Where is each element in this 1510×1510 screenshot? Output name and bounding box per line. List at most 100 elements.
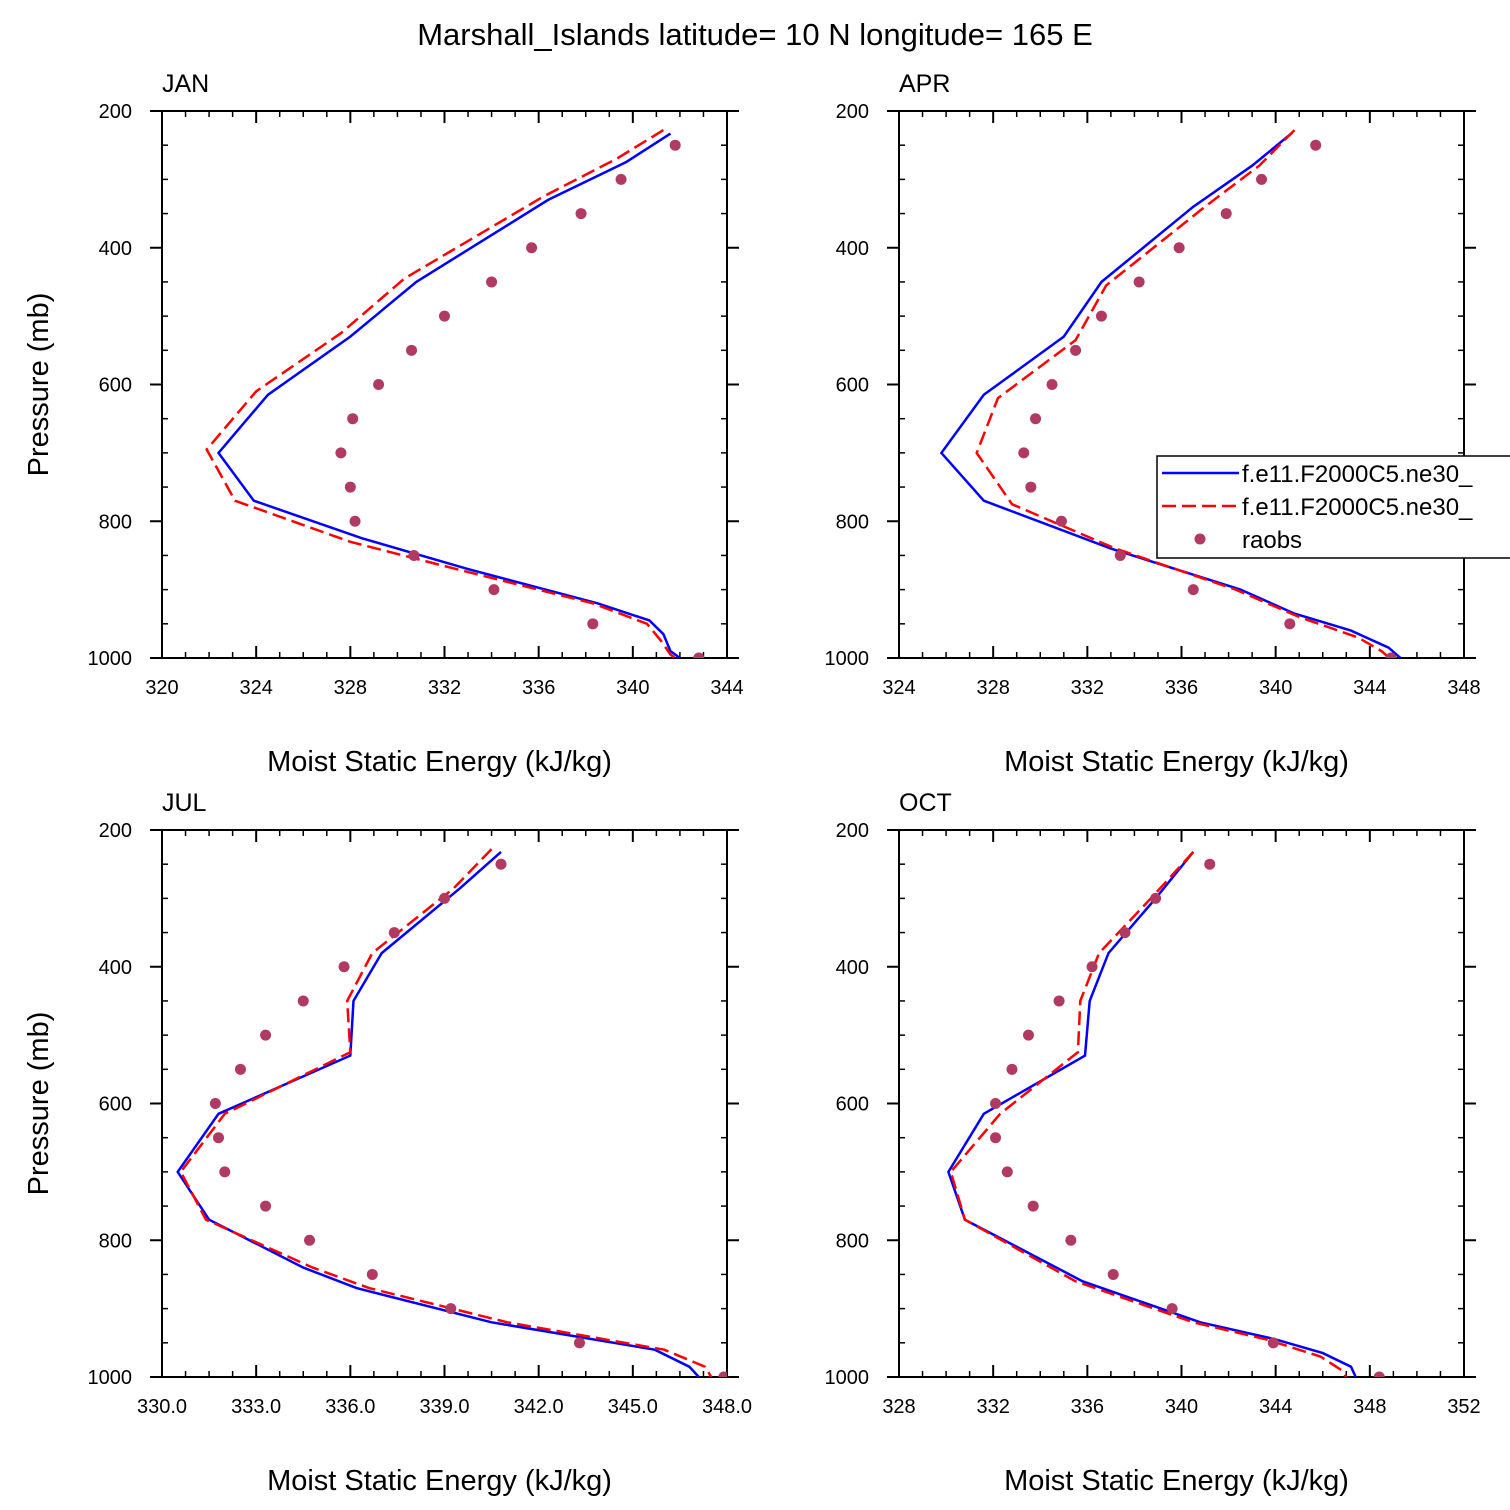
x-tick-label: 348 [1447,677,1480,699]
x-tick-label: 332 [428,677,461,699]
raobs-point [587,618,599,630]
raobs-point [575,208,587,220]
raobs-point [349,515,361,527]
x-tick-label: 348 [1353,1396,1386,1418]
y-tick-label: 600 [99,1094,132,1116]
raobs-point [486,276,498,288]
raobs-point [1086,961,1098,973]
raobs-point [209,1098,221,1109]
legend-entry: f.e11.F2000C5.ne30_ [1162,494,1473,521]
raobs-point [388,927,400,939]
raobs-point [1166,1303,1178,1315]
raobs-point [1373,1371,1385,1377]
raobs-point [1187,584,1199,596]
raobs-point [1119,927,1131,939]
x-tick-label: 348.0 [702,1396,752,1418]
raobs-point [1310,139,1322,151]
raobs-point [366,1268,378,1280]
panel-title: OCT [899,789,952,817]
x-tick-label: 340 [616,677,649,699]
raobs-point [297,995,309,1007]
raobs-point [573,1337,585,1349]
legend-label: raobs [1242,527,1302,554]
raobs-point [1114,549,1126,561]
raobs-point [1173,242,1185,254]
y-tick-label: 400 [99,238,132,260]
x-tick-label: 332 [976,1396,1009,1418]
x-tick-label: 342.0 [514,1396,564,1418]
y-tick-label: 800 [836,511,869,533]
raobs-point [1107,1268,1119,1280]
series-group [176,848,727,1377]
y-tick-label: 800 [836,1230,869,1252]
series-group [205,129,705,658]
y-tick-label: 200 [99,820,132,842]
y-tick-label: 200 [99,101,132,123]
raobs-point [1046,379,1058,390]
legend-label: f.e11.F2000C5.ne30_ [1242,461,1473,488]
legend-entry: raobs [1194,527,1302,554]
raobs-point [338,961,350,973]
raobs-point [1070,344,1082,356]
raobs-point [693,652,705,658]
y-tick-label: 600 [836,375,869,397]
raobs-point [1030,413,1042,425]
raobs-point [439,892,450,904]
y-axis-title: Pressure (mb) [23,1012,55,1196]
figure-title: Marshall_Islands latitude= 10 N longitud… [417,17,1093,52]
y-axis-title: Pressure (mb) [23,293,55,477]
panel-title: APR [899,70,950,98]
legend-entry: f.e11.F2000C5.ne30_ [1162,461,1473,488]
x-tick-label: 344 [1259,1396,1292,1418]
raobs-point [1284,618,1296,630]
raobs-point [990,1098,1002,1109]
x-tick-label: 328 [882,1396,915,1418]
raobs-point [445,1303,457,1315]
panel-jan: 320 324 328 332 336 340 344 200 400 600 800 1000 JAN… [23,70,744,778]
raobs-point [1220,208,1232,220]
raobs-point [260,1200,272,1212]
x-tick-label: 345.0 [608,1396,658,1418]
raobs-point [1025,481,1037,493]
raobs-point [1204,858,1216,870]
raobs-point [219,1166,231,1178]
raobs-point [347,413,359,425]
raobs-point [1385,652,1397,658]
y-tick-label: 200 [836,101,869,123]
raobs-point [1065,1234,1077,1246]
y-tick-label: 400 [99,957,132,979]
x-tick-label: 324 [882,677,915,699]
x-tick-label: 344 [1353,677,1386,699]
panels: 320 324 328 332 336 340 344 200 400 600 800 1000 JAN… [23,70,1481,1497]
series-group [939,129,1402,658]
legend: f.e11.F2000C5.ne30_ f.e11.F2000C5.ne30_ra… [1156,455,1510,559]
x-tick-label: 333.0 [231,1396,281,1418]
x-axis-title: Moist Static Energy (kJ/kg) [267,746,612,778]
raobs-point [260,1029,272,1041]
panel-jul: 330.0 333.0 336.0 339.0 342.0 345.0 348.0 200 40… [23,789,752,1497]
x-axis-title: Moist Static Energy (kJ/kg) [1004,746,1349,778]
x-axis-title: Moist Static Energy (kJ/kg) [1004,1465,1349,1497]
raobs-point [1267,1337,1279,1349]
raobs-point [1150,892,1162,904]
panel-oct: 328 332 336 340 344 348 352 200 400 600 800 1000 OCT… [825,789,1481,1497]
y-tick-label: 400 [836,957,869,979]
raobs-point [1022,1029,1034,1041]
x-tick-label: 344 [710,677,743,699]
raobs-point [408,549,420,561]
series-line-dashed [949,851,1348,1377]
y-tick-label: 800 [99,1230,132,1252]
legend-label: f.e11.F2000C5.ne30_ [1242,494,1473,521]
raobs-point [304,1234,316,1246]
raobs-point [335,447,347,459]
raobs-point [1006,1063,1018,1075]
series-line-dashed [179,848,713,1377]
raobs-point [1027,1200,1039,1212]
raobs-point [1256,173,1268,185]
x-tick-label: 320 [145,677,178,699]
x-tick-label: 328 [334,677,367,699]
raobs-point [1133,276,1145,288]
y-tick-label: 1000 [88,648,133,670]
